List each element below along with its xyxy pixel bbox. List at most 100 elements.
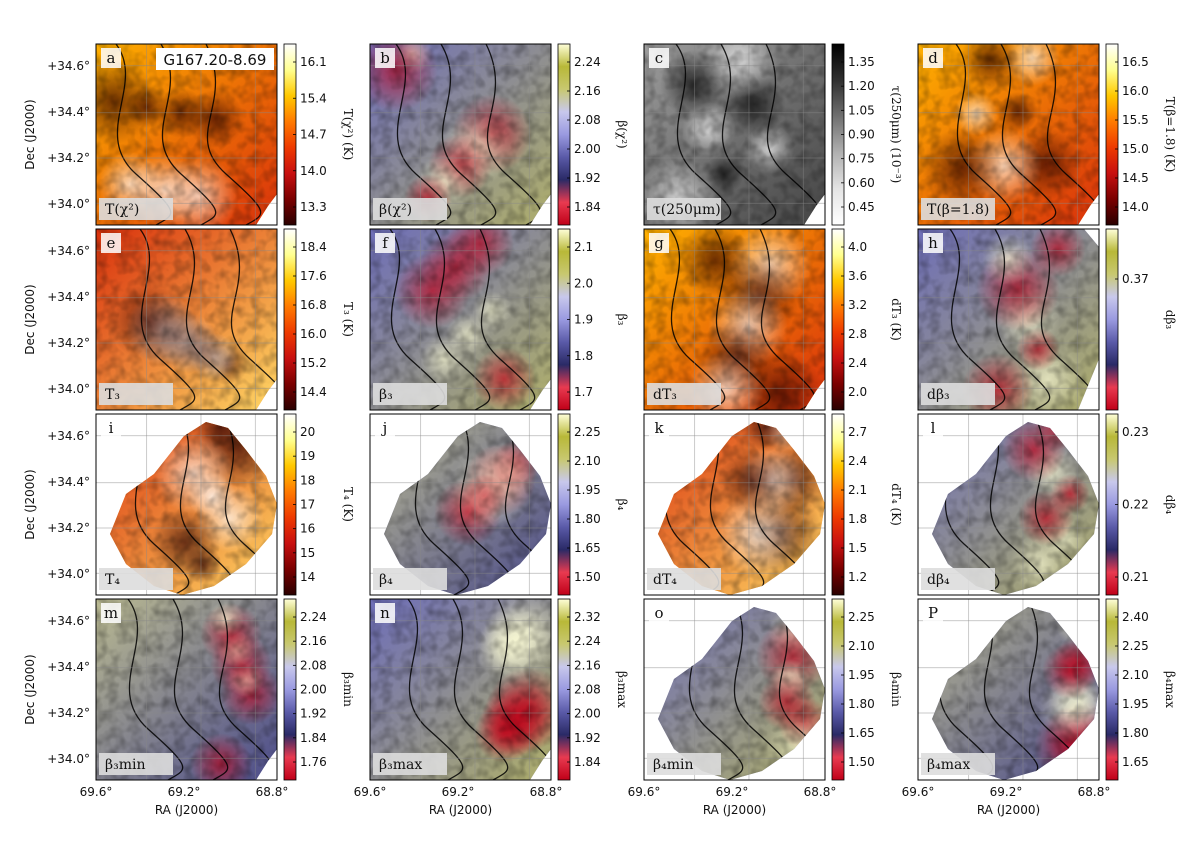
colorbar-tick-label: 16.5 [1122, 55, 1149, 69]
colorbar-tick-label: 2.00 [300, 683, 327, 697]
colorbar-tick-label: 1.80 [848, 697, 875, 711]
svg-text:69.6°: 69.6° [80, 785, 113, 799]
colorbar-tick-label: 2.24 [574, 634, 601, 648]
colorbar-tick-label: 3.2 [848, 298, 867, 312]
colorbar-tick-label: 0.23 [1122, 425, 1149, 439]
colorbar-tick-label: 1.35 [848, 55, 875, 69]
colorbar-title: τ(250μm) (10⁻³) [889, 86, 903, 184]
colorbar-tick-label: 2.25 [1122, 639, 1149, 653]
colorbar: 2.40 2.25 2.10 1.95 1.80 1.65 β₄max [1105, 598, 1177, 781]
colorbar-tick-label: 19 [300, 449, 315, 463]
svg-text:P: P [928, 604, 938, 622]
panel-image [918, 229, 1099, 410]
panel-quantity-label: T₄ [99, 568, 173, 590]
svg-text:69.6°: 69.6° [628, 785, 661, 799]
colorbar-tick-label: 2.16 [300, 634, 327, 648]
colorbar-title: β(χ²) [615, 120, 629, 148]
svg-text:+34.0°: +34.0° [47, 197, 90, 211]
colorbar-tick-label: 17 [300, 498, 315, 512]
colorbar: 2.32 2.24 2.16 2.08 2.00 1.92 1.84 β₃max [557, 598, 629, 781]
svg-text:a: a [107, 49, 116, 67]
svg-text:+34.2°: +34.2° [47, 151, 90, 165]
panel-letter: b [375, 48, 395, 68]
colorbar-tick-label: 0.45 [848, 200, 875, 214]
svg-text:c: c [655, 49, 663, 67]
svg-text:69.6°: 69.6° [902, 785, 935, 799]
colorbar-tick-label: 2.25 [848, 610, 875, 624]
colorbar-tick-label: 3.6 [848, 269, 867, 283]
svg-text:T(χ²): T(χ²) [105, 202, 139, 218]
colorbar: 2.25 2.10 1.95 1.80 1.65 1.50 β₄min [831, 598, 903, 781]
panel-image [932, 422, 1099, 595]
x-tick-labels: 69.6° 69.2° 68.8° [80, 785, 289, 799]
svg-text:+34.4°: +34.4° [47, 475, 90, 489]
region-name: G167.20-8.69 [156, 48, 274, 70]
colorbar-tick-label: 15.2 [300, 356, 327, 370]
colorbar: 0.23 0.22 0.21 dβ₄ [1105, 413, 1177, 596]
colorbar-tick-label: 1.8 [574, 349, 593, 363]
colorbar-tick-label: 1.20 [848, 79, 875, 93]
panel-letter: f [375, 233, 395, 253]
svg-text:dβ₄: dβ₄ [927, 572, 950, 588]
panel-j: j β₄ 2.25 2.10 1.95 1.80 1.65 1.50 β₄ [369, 413, 629, 596]
svg-text:+34.4°: +34.4° [47, 660, 90, 674]
svg-text:+34.2°: +34.2° [47, 336, 90, 350]
panel-quantity-label: dT₃ [647, 383, 721, 405]
svg-text:69.2°: 69.2° [716, 785, 749, 799]
colorbar-tick-label: 2.24 [574, 55, 601, 69]
colorbar-tick-label: 0.37 [1122, 272, 1149, 286]
colorbar-title: β₃ [615, 314, 629, 326]
colorbar-tick-label: 2.0 [848, 385, 867, 399]
panel-l: l dβ₄ 0.23 0.22 0.21 dβ₄ [917, 413, 1177, 596]
colorbar-tick-label: 1.92 [574, 171, 601, 185]
colorbar-tick-label: 1.95 [848, 668, 875, 682]
colorbar-tick-label: 1.95 [574, 483, 601, 497]
panel-letter: l [923, 418, 943, 438]
svg-text:T(β=1.8): T(β=1.8) [927, 202, 989, 218]
colorbar-tick-label: 1.65 [574, 541, 601, 555]
colorbar-tick-label: 20 [300, 425, 315, 439]
colorbar-tick-label: 2.16 [574, 84, 601, 98]
colorbar-tick-label: 1.50 [848, 755, 875, 769]
colorbar-title: T(χ²) (K) [341, 109, 355, 161]
colorbar-tick-label: 2.08 [300, 658, 327, 672]
panel-d: d T(β=1.8) 16.5 16.0 15.5 15.0 14.5 14.0 T(β=1.8… [917, 43, 1177, 226]
colorbar-tick-label: 2.08 [574, 683, 601, 697]
colorbar-tick-label: 2.25 [574, 425, 601, 439]
svg-text:68.8°: 68.8° [1078, 785, 1111, 799]
y-axis-label: Dec (J2000) [23, 99, 37, 169]
panel-c: c τ(250μm) 1.35 1.20 1.05 0.90 0.75 0.60 0.45 τ(2… [643, 43, 903, 226]
colorbar: 16.5 16.0 15.5 15.0 14.5 14.0 T(β=1.8) (K) [1105, 43, 1177, 226]
colorbar-tick-label: 1.80 [574, 512, 601, 526]
colorbar: 0.37 dβ₃ [1105, 228, 1177, 411]
svg-text:+34.2°: +34.2° [47, 521, 90, 535]
y-axis-label: Dec (J2000) [23, 654, 37, 724]
svg-text:+34.6°: +34.6° [47, 244, 90, 258]
panel-letter: d [923, 48, 943, 68]
svg-text:68.8°: 68.8° [530, 785, 563, 799]
colorbar-tick-label: 4.0 [848, 240, 867, 254]
svg-text:T₃: T₃ [105, 387, 120, 403]
panel-quantity-label: β₃ [373, 383, 447, 405]
colorbar-title: T₃ (K) [341, 302, 355, 337]
colorbar-tick-label: 14.0 [1122, 200, 1149, 214]
colorbar-tick-label: 1.65 [848, 726, 875, 740]
panel-quantity-label: T₃ [99, 383, 173, 405]
colorbar-tick-label: 14.0 [300, 164, 327, 178]
colorbar-tick-label: 14 [300, 570, 315, 584]
svg-text:+34.6°: +34.6° [47, 614, 90, 628]
panel-quantity-label: β₃min [99, 753, 173, 775]
colorbar-tick-label: 2.4 [848, 454, 867, 468]
panel-letter: e [101, 233, 121, 253]
colorbar-tick-label: 2.10 [848, 639, 875, 653]
svg-text:69.2°: 69.2° [990, 785, 1023, 799]
colorbar-tick-label: 2.0 [574, 276, 593, 290]
colorbar-tick-label: 1.65 [1122, 755, 1149, 769]
colorbar-title: dT₃ (K) [889, 298, 903, 341]
panel-quantity-label: β(χ²) [373, 198, 447, 220]
colorbar-tick-label: 2.4 [848, 356, 867, 370]
panel-image [370, 229, 551, 410]
x-axis-label: RA (J2000) [703, 803, 766, 817]
colorbar: 1.35 1.20 1.05 0.90 0.75 0.60 0.45 τ(250μm) (10… [831, 43, 903, 226]
